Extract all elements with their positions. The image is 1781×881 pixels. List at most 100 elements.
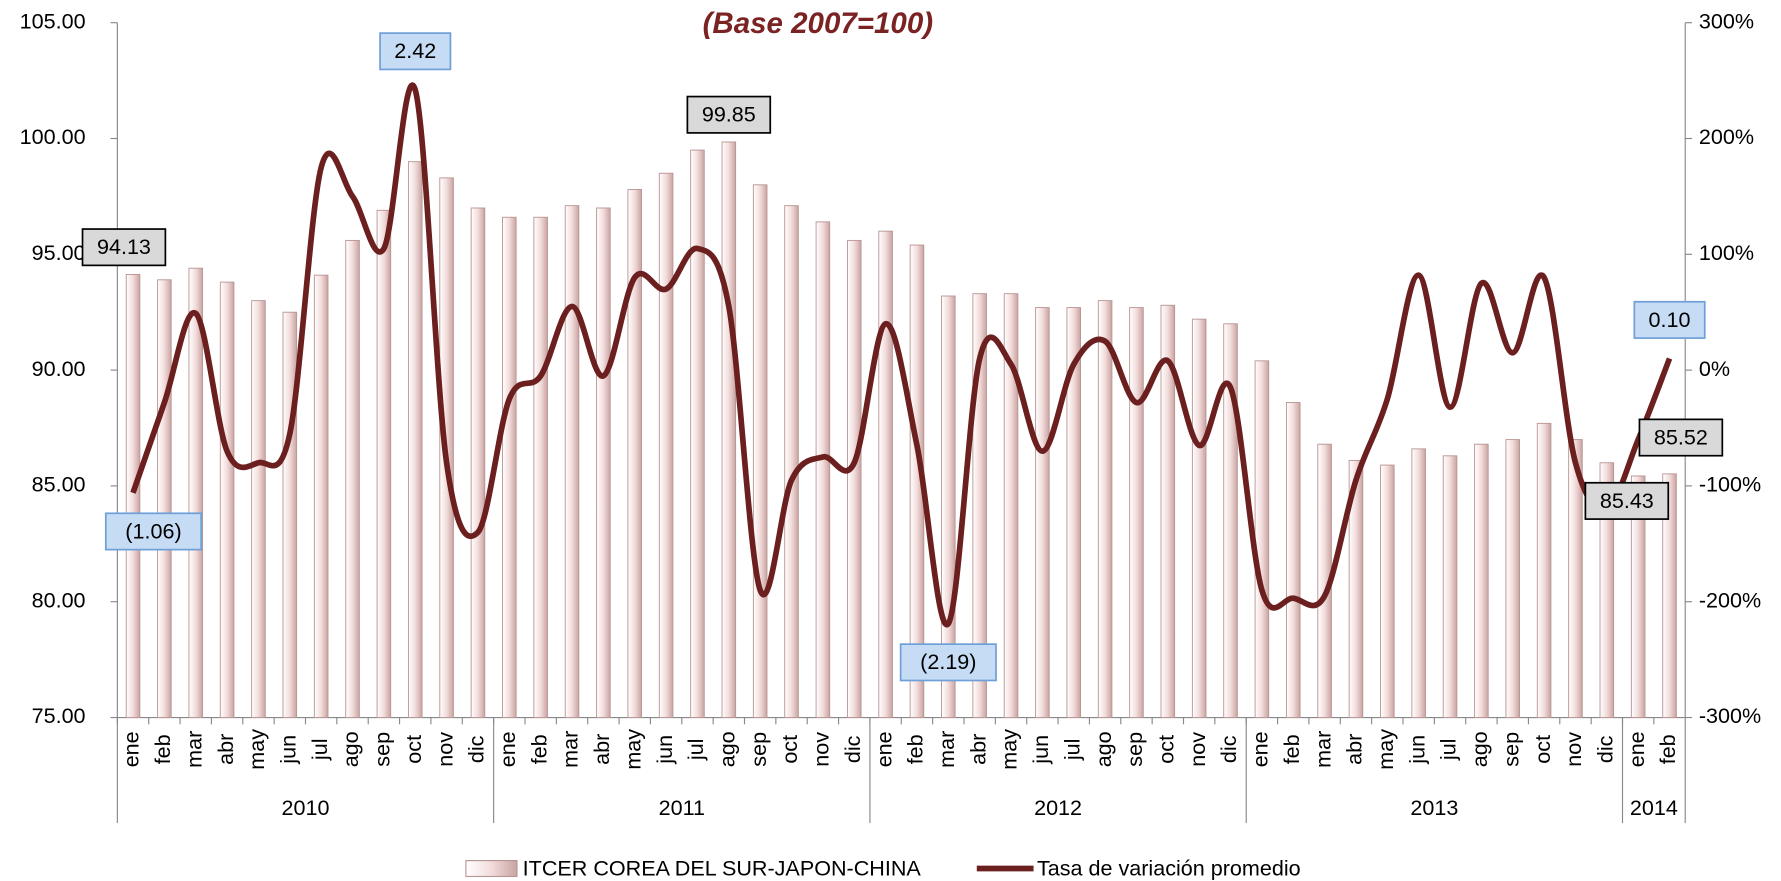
x-tick-label: feb [1279, 734, 1304, 764]
legend-label: Tasa de variación promedio [1037, 855, 1301, 880]
data-label: 0.10 [1649, 307, 1691, 332]
x-tick-label: jun [652, 735, 677, 765]
data-label-box [379, 32, 452, 71]
x-tick-label: ene [495, 731, 520, 767]
bar [1254, 360, 1270, 718]
bar [502, 216, 517, 718]
x-tick-label: nov [1185, 732, 1210, 767]
y2-tick-label: -300% [1699, 703, 1761, 728]
y-tick-label: 95.00 [32, 240, 86, 265]
x-tick-label: jul [1436, 739, 1461, 762]
data-label-box [686, 95, 772, 134]
x-tick-label: oct [401, 735, 426, 764]
x-tick-label: sep [370, 732, 395, 767]
bar [1442, 455, 1458, 718]
group-label: 2013 [1410, 795, 1458, 820]
y2-tick-label: 100% [1699, 240, 1754, 265]
bar [251, 300, 266, 718]
x-tick-label: feb [1655, 734, 1680, 764]
bar [658, 172, 674, 718]
group-label: 2014 [1630, 795, 1678, 820]
bar [721, 141, 737, 718]
x-tick-label: feb [526, 734, 551, 764]
x-tick-label: oct [1530, 735, 1555, 764]
x-tick-label: nov [432, 732, 457, 767]
legend-label: ITCER COREA DEL SUR-JAPON-CHINA [523, 855, 922, 880]
y-tick-label: 90.00 [32, 356, 86, 381]
bar [470, 207, 486, 718]
y2-tick-label: 0% [1699, 356, 1730, 381]
x-tick-label: jun [1404, 735, 1429, 765]
x-tick-label: ene [1624, 731, 1649, 767]
bar [533, 216, 548, 718]
x-tick-label: sep [1122, 732, 1147, 767]
chart-title: (Base 2007=100) [703, 7, 933, 40]
data-label-box [104, 512, 203, 551]
x-tick-label: may [997, 729, 1022, 770]
bar [1003, 293, 1019, 718]
x-tick-label: nov [809, 732, 834, 767]
x-tick-label: dic [464, 735, 489, 763]
bar [125, 274, 141, 718]
x-tick-label: oct [777, 735, 802, 764]
y-tick-label: 75.00 [32, 703, 86, 728]
group-label: 2012 [1034, 795, 1082, 820]
data-label: (1.06) [125, 518, 181, 543]
bar [407, 161, 423, 718]
x-tick-label: abr [1342, 734, 1367, 765]
x-tick-label: oct [1154, 735, 1179, 764]
y-tick-label: 100.00 [20, 124, 86, 149]
data-label: 2.42 [394, 38, 436, 63]
x-tick-label: dic [1216, 735, 1241, 763]
bar [345, 239, 360, 718]
data-label-box [81, 228, 167, 267]
y2-tick-label: 200% [1699, 124, 1754, 149]
x-tick-label: may [620, 729, 645, 770]
bar [1662, 473, 1677, 718]
bar [1285, 402, 1301, 718]
x-tick-label: jun [276, 735, 301, 765]
bar [1505, 439, 1521, 718]
y-tick-label: 80.00 [32, 587, 86, 612]
x-tick-label: ene [119, 731, 144, 767]
x-tick-label: ene [1248, 731, 1273, 767]
bar [784, 205, 799, 718]
bar [1035, 307, 1050, 718]
bar [1191, 318, 1207, 718]
x-tick-label: dic [1593, 735, 1618, 763]
x-tick-label: mar [1310, 731, 1335, 768]
bar [1599, 462, 1615, 718]
bar [627, 189, 643, 718]
bar [1160, 304, 1176, 718]
x-tick-label: mar [181, 731, 206, 768]
bar [596, 207, 611, 718]
bar [313, 274, 329, 718]
bar [564, 205, 580, 718]
y2-tick-label: -200% [1699, 587, 1761, 612]
x-tick-label: ago [715, 731, 740, 767]
bar [752, 184, 768, 718]
data-label: (2.19) [920, 649, 976, 674]
x-tick-label: mar [558, 731, 583, 768]
bar [157, 279, 172, 718]
bar [1348, 459, 1364, 718]
bar [282, 311, 298, 718]
line [130, 82, 1673, 628]
group-label: 2010 [282, 795, 330, 820]
y-tick-label: 85.00 [32, 472, 86, 497]
bar [1129, 307, 1144, 718]
bar [1380, 464, 1395, 718]
data-label-box [899, 643, 997, 682]
bar [1536, 422, 1552, 718]
bar [690, 149, 705, 718]
x-tick-label: dic [840, 735, 865, 763]
bar [1411, 448, 1426, 718]
x-tick-label: sep [746, 732, 771, 767]
bar [1223, 323, 1238, 718]
x-tick-label: may [1373, 729, 1398, 770]
bar [376, 209, 392, 718]
x-tick-label: abr [213, 734, 238, 765]
x-tick-label: ago [1467, 731, 1492, 767]
